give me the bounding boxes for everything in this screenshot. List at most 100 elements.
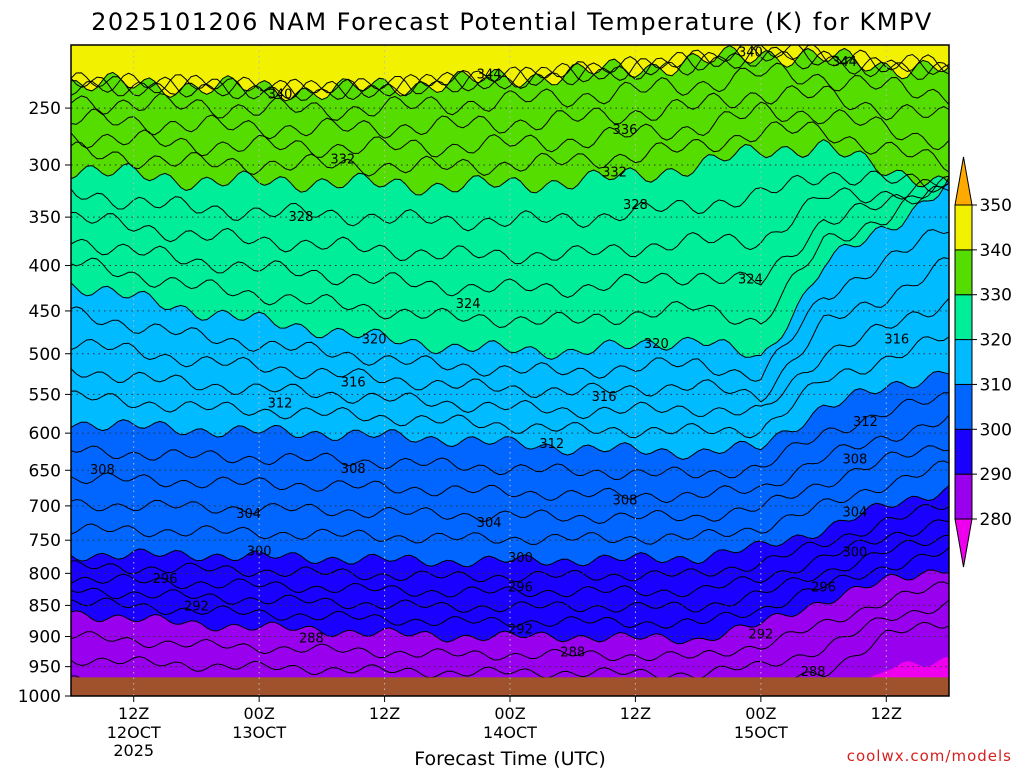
- colorbar-swatch: [954, 383, 973, 430]
- contour-label: 340: [738, 46, 763, 61]
- contour-label: 332: [330, 152, 355, 167]
- y-tick-label: 800: [29, 564, 61, 584]
- contour-label: 324: [456, 297, 481, 312]
- contour-296: [71, 519, 949, 598]
- contour-label: 312: [539, 437, 564, 452]
- y-tick-label: 750: [29, 531, 61, 551]
- colorbar-swatch: [954, 249, 973, 296]
- x-tick-date: 12OCT: [107, 723, 161, 742]
- y-tick-label: 500: [29, 345, 61, 365]
- contour-label: 308: [613, 494, 638, 509]
- contour-342: [71, 45, 949, 101]
- contour-292: [71, 547, 949, 629]
- colorbar-swatch: [954, 204, 973, 251]
- contour-318: [71, 229, 949, 382]
- contour-300: [71, 485, 949, 568]
- colorbar-label: 320: [980, 331, 1012, 351]
- contour-label: 316: [884, 333, 909, 348]
- contour-label: 312: [268, 396, 293, 411]
- contour-308: [71, 392, 949, 481]
- contour-332: [71, 121, 949, 177]
- contour-label: 292: [508, 622, 533, 637]
- contour-320: [71, 176, 949, 360]
- x-axis-label: Forecast Time (UTC): [414, 748, 605, 768]
- colorbar-label: 280: [980, 510, 1012, 530]
- x-tick-label: 12Z: [871, 704, 902, 723]
- contour-label: 304: [843, 505, 868, 520]
- colorbar-label: 330: [980, 286, 1012, 306]
- y-tick-label: 350: [29, 208, 61, 228]
- chart-title: 2025101206 NAM Forecast Potential Temper…: [91, 8, 933, 36]
- contour-346: [71, 45, 949, 100]
- contour-label: 316: [341, 376, 366, 391]
- contour-334: [71, 101, 949, 158]
- x-tick-date: 15OCT: [734, 723, 788, 742]
- colorbar-label: 340: [980, 241, 1012, 261]
- contour-label: 296: [811, 580, 836, 595]
- contour-labels: 344 340 344 340 336 332 332 328 328 324 324 320 320 3…: [90, 46, 909, 680]
- contour-288: [71, 581, 949, 662]
- contour-label: 288: [299, 632, 324, 647]
- contour-322: [71, 175, 949, 329]
- contour-label: 308: [341, 462, 366, 477]
- contour-328: [71, 170, 949, 232]
- y-tick-label: 600: [29, 424, 61, 444]
- y-tick-label: 850: [29, 596, 61, 616]
- contour-label: 332: [602, 165, 627, 180]
- contour-label: 312: [853, 415, 878, 430]
- contour-290: [71, 569, 949, 645]
- contour-label: 320: [362, 333, 387, 348]
- x-tick-label: 00Z: [494, 704, 525, 723]
- ground-area: [71, 677, 949, 696]
- credit-link[interactable]: coolwx.com/models: [847, 747, 1012, 765]
- contour-label: 316: [592, 390, 617, 405]
- contour-338: [71, 62, 949, 121]
- colorbar-label: 290: [980, 465, 1012, 485]
- colorbar-above-triangle: [954, 156, 973, 206]
- y-tick-label: 400: [29, 257, 61, 277]
- contour-label: 300: [843, 546, 868, 561]
- contour-label: 308: [843, 453, 868, 468]
- colorbar: 280 290 300 310 320 330 340 350: [954, 156, 1012, 568]
- colorbar-below-triangle: [954, 518, 973, 568]
- colorbar-swatch: [954, 473, 973, 520]
- contour-304: [71, 445, 949, 525]
- y-tick-label: 950: [29, 658, 61, 678]
- x-tick-date: 13OCT: [232, 723, 286, 742]
- contour-label: 300: [247, 544, 272, 559]
- y-tick-label: 700: [29, 497, 61, 517]
- y-axis: 250 300 350 400 450 500 550 600 650 700 750 800 850 9…: [18, 99, 71, 707]
- contour-label: 324: [738, 273, 763, 288]
- contour-label: 328: [623, 198, 648, 213]
- contour-label: 344: [832, 55, 857, 70]
- y-tick-label: 900: [29, 627, 61, 647]
- y-tick-label: 650: [29, 461, 61, 481]
- x-tick-label: 12Z: [620, 704, 651, 723]
- contour-302: [71, 460, 949, 545]
- contour-324: [71, 185, 949, 299]
- contour-286: [71, 599, 949, 680]
- x-tick-year: 2025: [113, 741, 154, 760]
- x-tick-label: 00Z: [745, 704, 776, 723]
- contour-label: 328: [289, 210, 314, 225]
- contour-label: 320: [644, 337, 669, 352]
- colorbar-swatch: [954, 294, 973, 341]
- y-tick-label: 450: [29, 302, 61, 322]
- contour-label: 336: [613, 123, 638, 138]
- x-tick-label: 12Z: [369, 704, 400, 723]
- contour-label: 292: [748, 627, 773, 642]
- contour-label: 304: [236, 507, 261, 522]
- contour-label: 308: [90, 463, 115, 478]
- y-tick-label: 250: [29, 99, 61, 119]
- contour-label: 288: [560, 646, 585, 661]
- contour-label: 296: [508, 580, 533, 595]
- x-tick-date: 14OCT: [483, 723, 537, 742]
- contour-label: 296: [153, 572, 178, 587]
- colorbar-label: 300: [980, 420, 1012, 440]
- contour-label: 304: [477, 516, 502, 531]
- colorbar-swatch: [954, 428, 973, 475]
- contour-label: 288: [801, 665, 826, 680]
- colorbar-label: 310: [980, 375, 1012, 395]
